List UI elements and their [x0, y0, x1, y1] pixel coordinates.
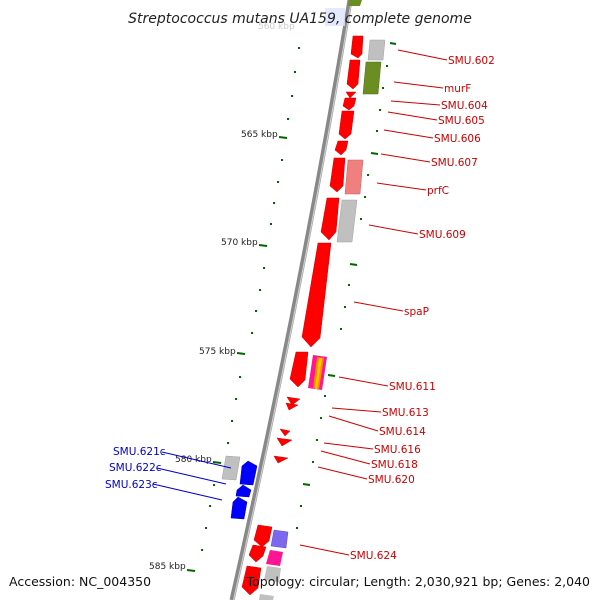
reverse-gene-labels: SMU.621c SMU.622c SMU.623c [105, 446, 166, 491]
gene-SMU.606 [338, 110, 355, 140]
major-tick [212, 461, 222, 464]
function-boxes-forward [259, 0, 386, 600]
tick-label: 565 kbp [241, 130, 278, 140]
gene-label: SMU.613 [382, 407, 429, 419]
gene-SMU.616 [279, 428, 291, 437]
gene-SMU.604 [345, 91, 357, 99]
tick-label: 585 kbp [149, 562, 186, 572]
gene-label: SMU.624 [350, 550, 397, 562]
gene-SMU.614 [285, 402, 299, 411]
gene-label: SMU.618 [371, 459, 418, 471]
right-tick-marks [296, 42, 397, 529]
tick-label-clipped: 560 kbp [258, 22, 295, 32]
gene-label: SMU.616 [374, 444, 421, 456]
gene-label: SMU.602 [448, 55, 495, 67]
gene-label: SMU.614 [379, 426, 426, 438]
gene-label: prfC [427, 185, 449, 197]
gene-label: spaP [404, 306, 429, 318]
gene-SMU.611 [289, 351, 309, 388]
gene-SMU.607 [334, 140, 349, 156]
gene-SMU.613 [286, 396, 301, 406]
gene-SMU.624a [253, 524, 273, 548]
gene-SMU.608 [329, 157, 346, 193]
gene-SMU.624b [248, 544, 267, 563]
map-title: Streptococcus mutans UA159, complete gen… [128, 11, 472, 27]
tick-marks [186, 47, 300, 572]
gene-SMU.622c [235, 484, 252, 498]
genome-backbone-highlight [232, 0, 353, 600]
gene-label: SMU.622c [109, 462, 162, 474]
reverse-callouts [152, 451, 232, 501]
gene-label: SMU.605 [438, 115, 485, 127]
gene-murF [346, 59, 361, 90]
topology-summary: Topology: circular; Length: 2,030,921 bp… [246, 574, 590, 589]
gene-SMU.625 [241, 565, 262, 596]
tick-label: 575 kbp [199, 347, 236, 357]
major-tick [258, 244, 268, 247]
gene-spaP [301, 242, 332, 348]
gene-SMU.602 [350, 35, 364, 59]
gene-label: SMU.620 [368, 474, 415, 486]
gene-label: SMU.623c [105, 479, 158, 491]
gene-label: SMU.604 [441, 100, 488, 112]
forward-callouts [299, 49, 448, 556]
gene-SMU.618 [273, 455, 289, 464]
accession-text: Accession: NC_004350 [9, 574, 151, 589]
major-tick [236, 352, 246, 355]
gene-label: SMU.606 [434, 133, 481, 145]
gene-label: SMU.607 [431, 157, 478, 169]
gene-SMU.605 [342, 97, 357, 111]
gene-SMU.621c [239, 460, 258, 486]
clipped-tick-highlight [325, 8, 345, 26]
major-tick [278, 136, 288, 139]
gene-label: SMU.621c [113, 446, 166, 458]
forward-genes [241, 35, 364, 596]
tick-label: 580 kbp [175, 455, 212, 465]
gene-label: murF [444, 83, 471, 95]
genome-backbone [229, 0, 353, 600]
gene-SMU.617 [276, 437, 293, 447]
gene-label: SMU.609 [419, 229, 466, 241]
reverse-genes [230, 460, 258, 520]
forward-gene-labels: SMU.602 murF SMU.604 SMU.605 SMU.606 SMU… [350, 55, 495, 562]
gene-SMU.609 [320, 197, 340, 241]
tick-label: 570 kbp [221, 238, 258, 248]
major-tick [186, 569, 196, 572]
gene-SMU.623c [230, 496, 248, 520]
gene-label: SMU.611 [389, 381, 436, 393]
